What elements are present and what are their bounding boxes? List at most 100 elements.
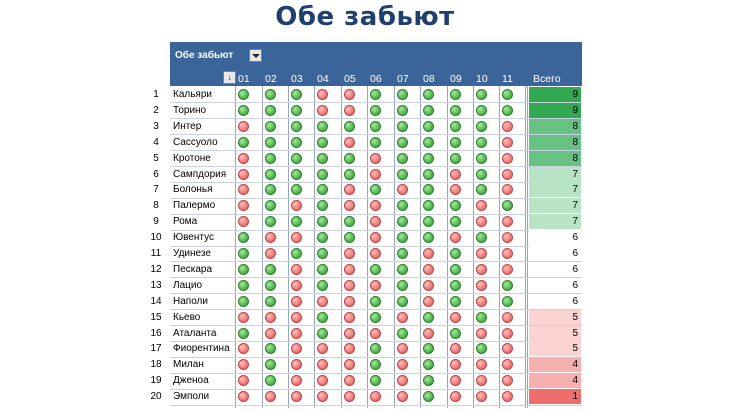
team-name: Наполи bbox=[173, 295, 208, 307]
match-cell bbox=[342, 214, 368, 230]
row-divider bbox=[170, 134, 582, 136]
match-cell bbox=[263, 262, 289, 278]
team-name: Торино bbox=[173, 104, 207, 116]
match-cell bbox=[342, 373, 368, 389]
match-cell bbox=[448, 357, 474, 373]
green-dot-icon bbox=[291, 168, 302, 180]
row-number: 8 bbox=[153, 200, 159, 212]
green-dot-icon bbox=[370, 136, 381, 148]
red-dot-icon bbox=[476, 279, 487, 291]
match-cell bbox=[421, 182, 447, 198]
match-cell bbox=[342, 262, 368, 278]
match-cell bbox=[421, 167, 447, 183]
match-cell bbox=[448, 294, 474, 310]
red-dot-icon bbox=[502, 327, 513, 339]
red-dot-icon bbox=[238, 343, 249, 355]
green-dot-icon bbox=[291, 89, 302, 100]
red-dot-icon bbox=[502, 120, 513, 132]
match-cell bbox=[500, 103, 526, 119]
red-dot-icon bbox=[450, 359, 461, 371]
row-divider bbox=[170, 118, 582, 120]
red-dot-icon bbox=[344, 375, 355, 387]
total-cell: 4 bbox=[529, 357, 581, 373]
total-cell: 5 bbox=[529, 309, 581, 325]
match-cell bbox=[421, 135, 447, 151]
red-dot-icon bbox=[344, 184, 355, 196]
match-cell bbox=[368, 230, 394, 246]
match-cell bbox=[474, 103, 500, 119]
match-cell bbox=[263, 182, 289, 198]
team-name: Милан bbox=[173, 359, 204, 371]
row-divider bbox=[170, 325, 582, 326]
match-cell bbox=[448, 326, 474, 342]
team-name: Интер bbox=[173, 120, 202, 132]
match-cell bbox=[368, 310, 394, 326]
match-cell bbox=[236, 103, 262, 119]
total-cell: 9 bbox=[529, 102, 581, 118]
total-cell: 5 bbox=[529, 325, 581, 341]
match-cell bbox=[315, 246, 341, 262]
match-cell bbox=[236, 198, 262, 214]
red-dot-icon bbox=[397, 343, 408, 355]
match-cell bbox=[289, 357, 315, 373]
red-dot-icon bbox=[291, 359, 302, 371]
red-dot-icon bbox=[344, 359, 355, 371]
red-dot-icon bbox=[291, 295, 302, 307]
green-dot-icon bbox=[317, 152, 328, 164]
red-dot-icon bbox=[397, 311, 408, 323]
match-cell bbox=[448, 135, 474, 151]
team-name: Сампдория bbox=[173, 168, 227, 180]
match-cell bbox=[263, 103, 289, 119]
green-dot-icon bbox=[370, 263, 381, 275]
row-number: 4 bbox=[153, 136, 159, 148]
row-divider bbox=[170, 261, 582, 263]
match-cell bbox=[289, 294, 315, 310]
match-cell bbox=[368, 214, 394, 230]
match-cell bbox=[315, 198, 341, 214]
red-dot-icon bbox=[502, 184, 513, 196]
match-cell bbox=[421, 119, 447, 135]
red-dot-icon bbox=[265, 327, 276, 339]
team-name: Кальяри bbox=[173, 89, 212, 100]
row-divider bbox=[170, 229, 582, 231]
green-dot-icon bbox=[450, 216, 461, 228]
team-name: Пескара bbox=[173, 263, 213, 275]
green-dot-icon bbox=[450, 120, 461, 132]
row-divider bbox=[170, 404, 582, 406]
grid-line bbox=[367, 86, 368, 408]
match-cell bbox=[474, 341, 500, 357]
total-cell: 9 bbox=[529, 87, 581, 102]
match-cell bbox=[289, 246, 315, 262]
red-dot-icon bbox=[317, 375, 328, 387]
green-dot-icon bbox=[265, 359, 276, 371]
match-cell bbox=[315, 373, 341, 389]
green-dot-icon bbox=[397, 168, 408, 180]
match-cell bbox=[289, 87, 315, 103]
green-dot-icon bbox=[370, 295, 381, 307]
row-number: 6 bbox=[153, 168, 159, 180]
match-cell bbox=[474, 230, 500, 246]
match-cell bbox=[500, 357, 526, 373]
filter-dropdown-button[interactable] bbox=[249, 49, 262, 62]
green-dot-icon bbox=[370, 343, 381, 355]
green-dot-icon bbox=[450, 152, 461, 164]
green-dot-icon bbox=[476, 120, 487, 132]
red-dot-icon bbox=[450, 375, 461, 387]
match-cell bbox=[315, 262, 341, 278]
match-cell bbox=[395, 214, 421, 230]
green-dot-icon bbox=[423, 311, 434, 323]
team-name: Фиорентина bbox=[173, 343, 230, 355]
green-dot-icon bbox=[423, 120, 434, 132]
sort-filter-button[interactable]: ↓ bbox=[223, 71, 236, 84]
team-name: Кьево bbox=[173, 311, 201, 323]
red-dot-icon bbox=[238, 120, 249, 132]
green-dot-icon bbox=[291, 104, 302, 116]
green-dot-icon bbox=[450, 136, 461, 148]
team-name: Дженоа bbox=[173, 375, 209, 387]
red-dot-icon bbox=[344, 248, 355, 259]
match-cell bbox=[315, 326, 341, 342]
team-name: Аталанта bbox=[173, 327, 217, 339]
grid-line bbox=[525, 86, 526, 408]
match-cell bbox=[500, 294, 526, 310]
match-cell bbox=[368, 294, 394, 310]
